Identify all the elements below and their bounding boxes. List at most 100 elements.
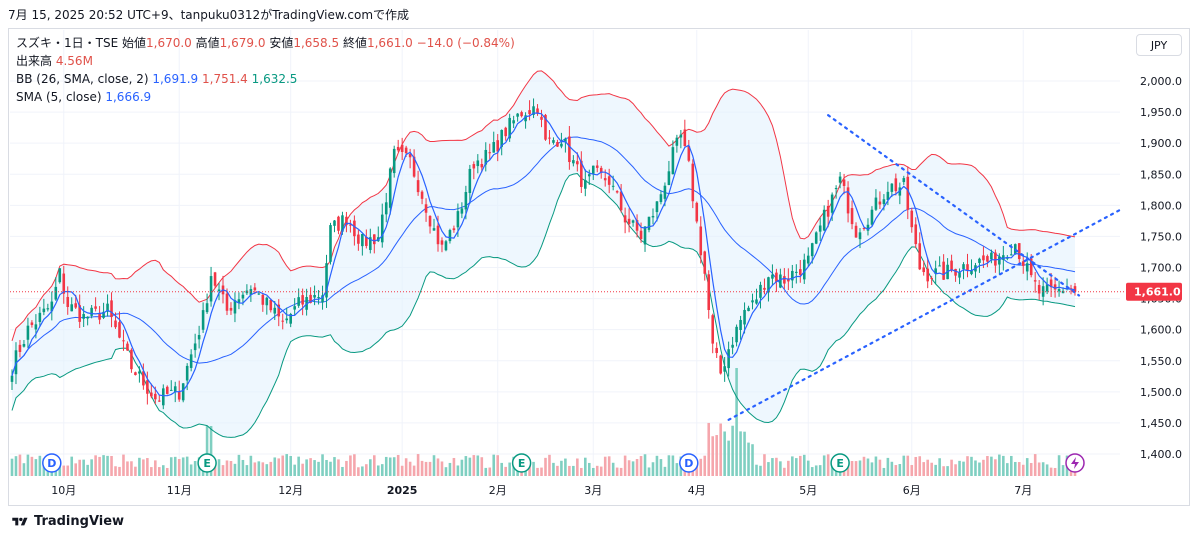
dividend-marker[interactable]: D [42,453,62,473]
candle [169,380,173,391]
brand-footer: TradingView [10,514,124,529]
volume-bar [603,456,607,476]
volume-bar [1002,455,1005,476]
volume-bar [723,431,726,476]
volume-bar [703,455,707,476]
chart-frame[interactable] [8,28,1190,506]
earnings-marker[interactable]: E [197,453,217,473]
volume-bar [942,466,945,476]
chart-caption: 7月 15, 2025 20:52 UTC+9、tanpuku0312がTrad… [8,8,410,22]
volume-bar [894,465,898,476]
candle [922,260,926,276]
candle [98,306,101,325]
volume-bar [365,464,368,476]
candle [699,216,703,264]
earnings-marker[interactable]: E [511,453,532,473]
volume-bar [735,368,738,476]
candle [524,112,527,129]
volume-bar [814,465,818,476]
volume-bar [142,459,145,476]
volume-bar [1045,464,1049,476]
y-tick-label: 1,400.0 [1140,448,1182,461]
volume-bar [986,455,989,476]
volume-bar [806,460,810,476]
candle [424,198,428,222]
volume-bar [508,462,511,476]
candle [878,191,882,209]
volume-bar [667,455,671,476]
volume-bar [1053,467,1057,476]
volume-bar [599,466,603,476]
volume-bar [134,466,137,476]
lightning-icon[interactable] [1065,453,1085,473]
volume-bar [476,455,480,476]
candle [576,152,579,172]
candle [528,100,531,121]
candle [675,134,679,153]
volume-bar [345,460,348,476]
volume-bar [78,459,81,476]
candle [1033,271,1037,293]
volume-bar [1017,462,1021,476]
volume-bar [1025,458,1029,476]
volume-bar [707,422,711,476]
volume-bar [1013,461,1017,476]
y-tick-label: 1,700.0 [1140,262,1182,275]
volume-row: 出来高 4.56M [16,54,93,68]
volume-bar [643,454,647,476]
volume-bar [221,465,225,476]
volume-bar [253,462,257,476]
candle [838,171,842,189]
volume-bar [38,455,42,476]
svg-text:1,661.0: 1,661.0 [1134,286,1181,299]
volume-bar [1033,454,1037,476]
candle [273,301,277,321]
volume-bar [373,455,376,476]
volume-bar [416,454,420,476]
candle [201,302,205,333]
candle [619,184,623,213]
volume-bar [126,461,129,476]
volume-bar [743,431,746,476]
candle [361,233,364,256]
candle [317,289,320,305]
candle [217,283,221,301]
candle [627,208,631,233]
candle [858,228,862,249]
candle [771,264,774,286]
earnings-marker[interactable]: E [830,453,850,473]
volume-bar [763,454,766,476]
volume-bar [233,463,237,476]
volume-bar [1041,462,1045,476]
volume-bar [285,454,289,476]
volume-bar [548,454,551,476]
candle [293,298,296,316]
candle [130,348,133,373]
volume-bar [791,456,794,476]
volume-bar [161,465,165,476]
candle [910,207,914,233]
candle [548,130,551,145]
candle [193,333,197,358]
volume-bar [595,465,599,476]
bb-lower-line [11,172,1076,438]
candle [345,211,348,233]
change-value: −14.0 (−0.84%) [416,36,515,50]
candle [301,288,304,316]
symbol-label: スズキ・1日・TSE [16,36,119,50]
candle [10,369,14,390]
currency-button[interactable]: JPY [1136,34,1182,56]
dividend-marker[interactable]: D [679,453,699,473]
candle [468,164,472,204]
y-tick-label: 1,550.0 [1140,355,1182,368]
candle [392,145,396,178]
candle [906,166,910,220]
x-tick-label: 5月 [799,484,817,497]
candle [373,234,376,254]
candle [416,170,420,196]
candle [1037,279,1041,300]
candle [440,237,444,253]
volume-bar [607,456,611,476]
volume-bar [536,467,539,476]
